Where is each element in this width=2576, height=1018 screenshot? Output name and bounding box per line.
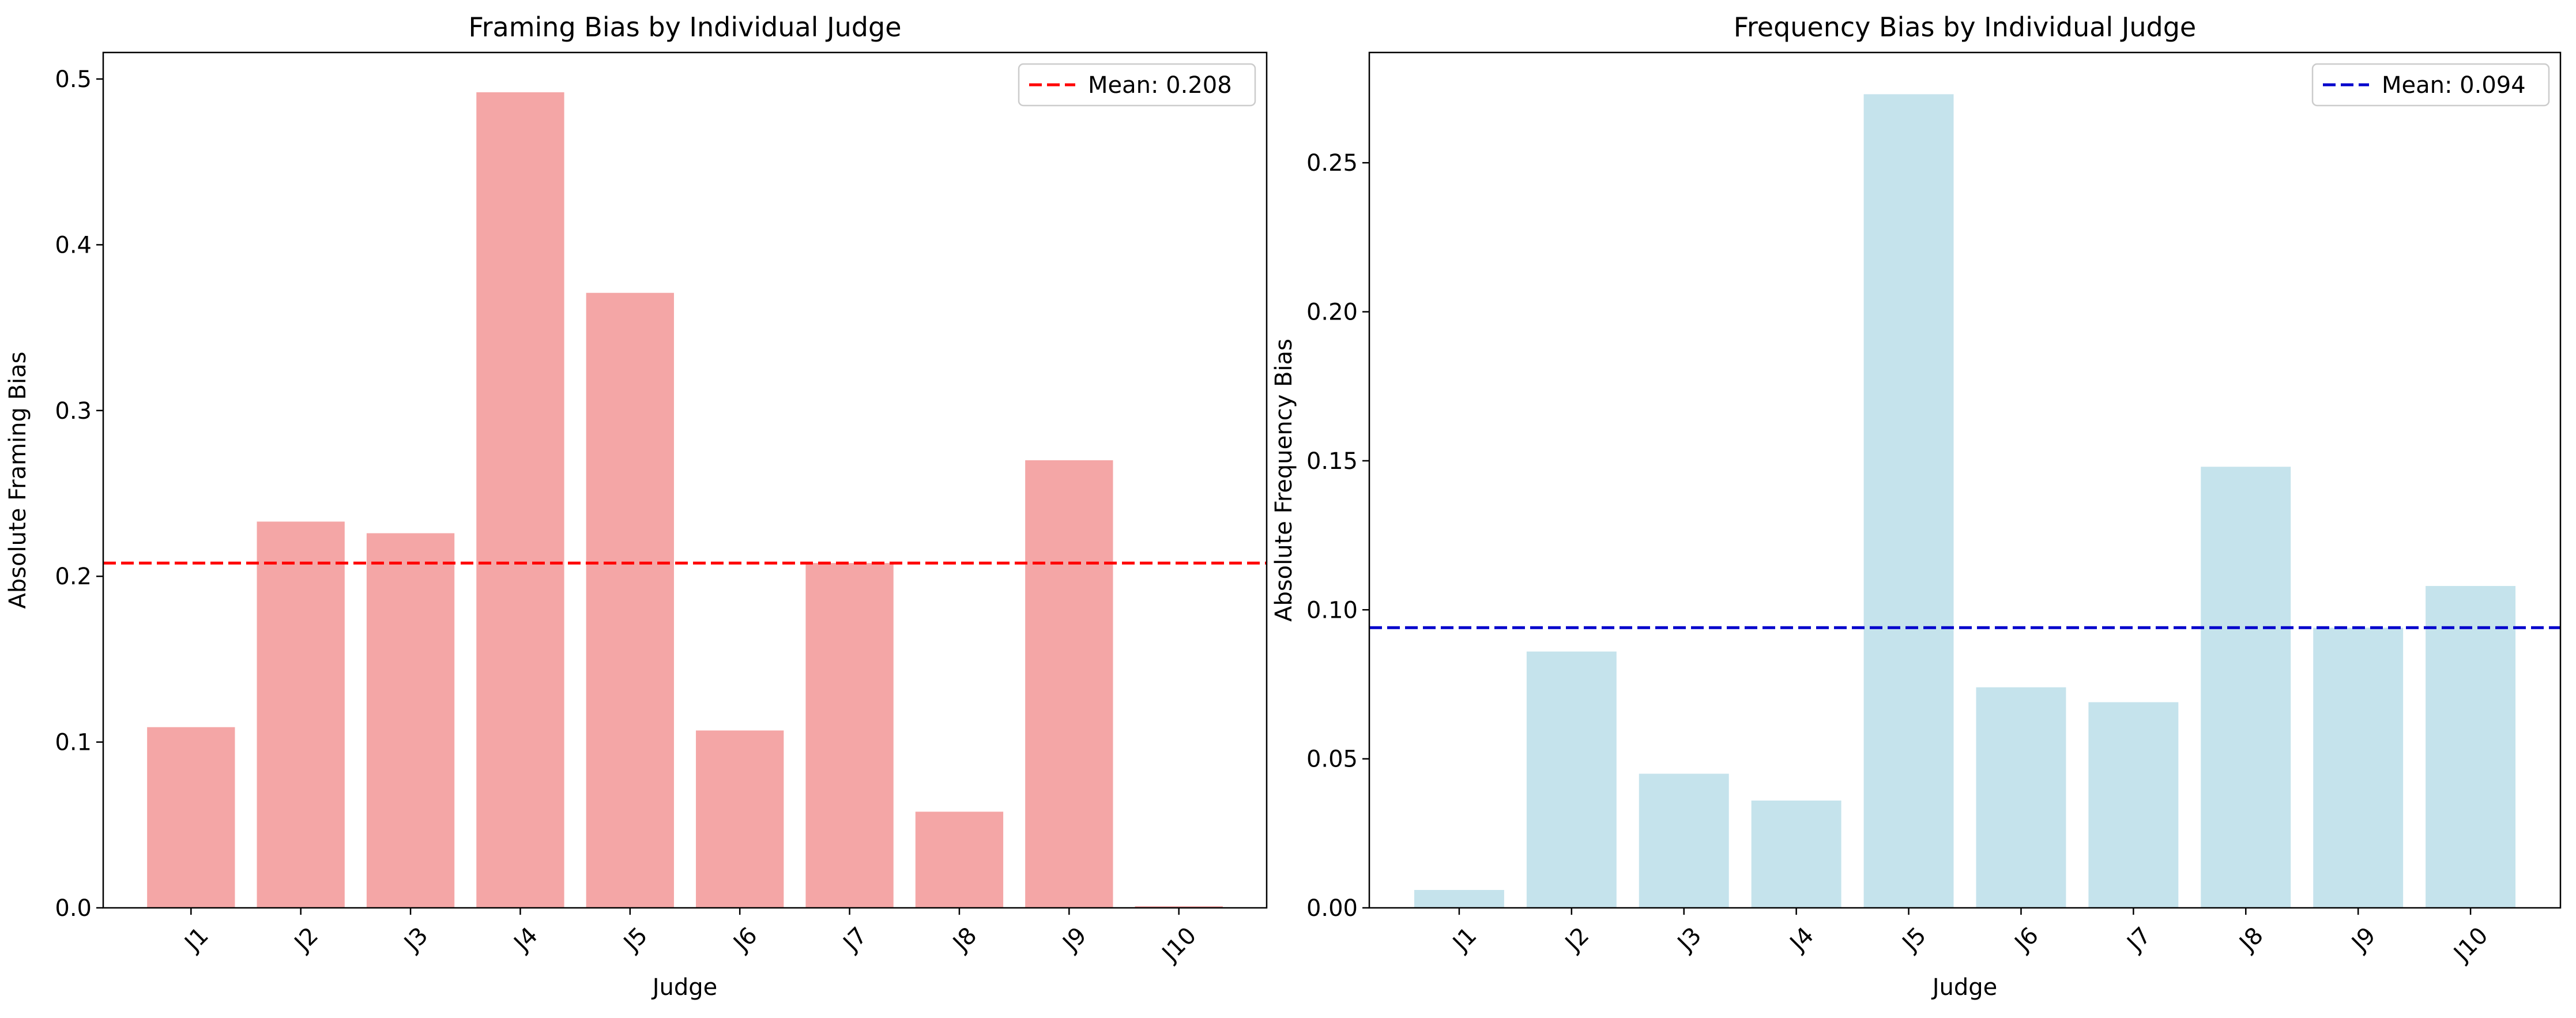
y-tick-label: 0.15	[1306, 448, 1358, 475]
bar-j8	[2201, 467, 2291, 908]
bar-j9	[1025, 460, 1113, 908]
bar-j6	[696, 730, 784, 908]
y-tick-label: 0.3	[55, 398, 92, 425]
bar-j8	[915, 812, 1004, 908]
y-tick-label: 0.05	[1306, 746, 1358, 773]
plot-frame	[102, 51, 1268, 909]
y-tick-label: 0.25	[1306, 150, 1358, 176]
y-tick-label: 0.00	[1306, 895, 1358, 922]
bar-j1	[1414, 889, 1504, 908]
bar-j9	[2313, 628, 2404, 908]
chart-title: Framing Bias by Individual Judge	[468, 12, 901, 43]
y-tick-label: 0.0	[55, 895, 92, 922]
bar-j5	[1863, 94, 1954, 908]
legend-label: Mean: 0.094	[2382, 72, 2526, 99]
y-tick-label: 0.5	[55, 66, 92, 93]
y-axis-label: Absolute Framing Bias	[5, 351, 31, 608]
x-axis-label: Judge	[651, 974, 718, 1001]
bar-j7	[805, 563, 894, 908]
y-tick-label: 0.10	[1306, 597, 1358, 623]
chart-1: 0.00.10.20.30.40.5J1 J2 J3 J4 J5 J6 J7 J8 J9 J10F…	[5, 12, 1268, 1001]
y-tick-label: 0.1	[55, 730, 92, 756]
bar-j7	[2088, 702, 2179, 908]
legend-box	[2311, 63, 2550, 107]
bar-j2	[257, 521, 345, 908]
bar-j10	[2426, 585, 2516, 908]
x-axis-label: Judge	[1931, 974, 1998, 1001]
chart-title: Frequency Bias by Individual Judge	[1734, 12, 2196, 43]
bar-j3	[366, 533, 455, 908]
y-tick-label: 0.4	[55, 232, 92, 258]
bar-j4	[476, 92, 564, 908]
bar-j4	[1751, 800, 1841, 908]
y-axis-label: Absolute Frequency Bias	[1271, 339, 1297, 622]
legend-box	[1018, 63, 1256, 107]
bar-j10	[1135, 906, 1223, 908]
y-tick-label: 0.20	[1306, 299, 1358, 326]
bar-j1	[147, 727, 235, 908]
legend-label: Mean: 0.208	[1088, 72, 1232, 99]
bar-j3	[1639, 773, 1729, 908]
legend: Mean: 0.094	[2311, 63, 2550, 107]
bar-j2	[1526, 651, 1617, 908]
y-tick-label: 0.2	[55, 564, 92, 590]
bar-j6	[1976, 687, 2066, 908]
bar-j5	[586, 292, 674, 908]
legend: Mean: 0.208	[1018, 63, 1256, 107]
plot-frame	[1368, 51, 2562, 909]
